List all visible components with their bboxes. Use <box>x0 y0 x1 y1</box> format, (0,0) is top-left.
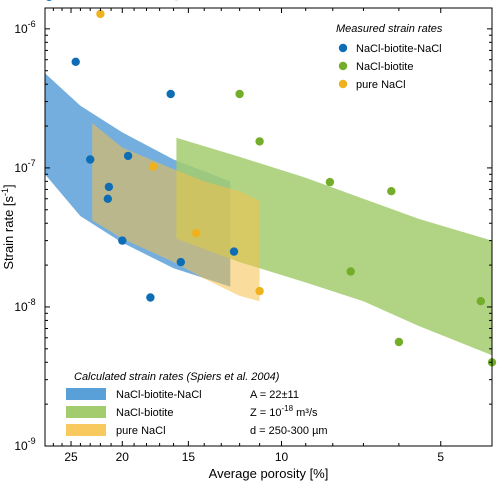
calculated-bands <box>45 73 492 356</box>
measured-legend-marker <box>338 79 348 89</box>
measured-legend: Measured strain rates NaCl-biotite-NaCl Na… <box>336 23 443 91</box>
point-nacl-biotite-nacl <box>146 293 155 302</box>
measured-legend-label: pure NaCl <box>356 79 406 91</box>
calculated-legend-title: Calculated strain rates (Spiers et al. 2… <box>74 371 280 383</box>
measured-legend-label: NaCl-biotite <box>356 61 413 73</box>
point-nacl-biotite-nacl <box>104 182 114 192</box>
measured-points <box>46 0 497 367</box>
point-nacl-biotite <box>255 137 264 146</box>
x-tick-label: 25 <box>64 450 78 464</box>
measured-legend-marker <box>338 61 348 71</box>
point-nacl-biotite <box>387 187 396 196</box>
calculated-legend-label: NaCl-biotite-NaCl <box>116 389 202 401</box>
calculated-legend-swatch <box>66 424 106 436</box>
band-nacl-biotite <box>176 137 492 356</box>
point-nacl-biotite-nacl <box>123 151 133 161</box>
band-pure-nacl <box>92 123 260 302</box>
point-nacl-biotite <box>325 177 335 187</box>
x-tick-label: 5 <box>437 450 444 464</box>
point-nacl-biotite <box>476 297 485 306</box>
calculated-legend-label: NaCl-biotite <box>116 407 173 419</box>
y-tick-label: 10-6 <box>14 19 35 36</box>
point-nacl-biotite-nacl <box>46 0 52 1</box>
model-parameter: Z = 10-18 m³/s <box>250 404 318 419</box>
point-nacl-biotite <box>235 89 244 99</box>
point-nacl-biotite-nacl <box>103 194 113 203</box>
point-nacl-biotite-nacl <box>176 257 185 267</box>
measured-legend-label: NaCl-biotite-NaCl <box>356 43 442 55</box>
point-nacl-biotite-nacl <box>86 155 95 164</box>
point-pure-nacl <box>148 162 158 171</box>
y-tick-label: 10-9 <box>14 436 35 453</box>
y-axis-title: Strain rate [s-1] <box>0 184 16 269</box>
plot-frame <box>44 7 493 447</box>
point-pure-nacl <box>255 286 264 296</box>
measured-legend-title: Measured strain rates <box>336 23 443 35</box>
point-nacl-biotite-nacl <box>118 236 127 245</box>
y-tick-label: 10-8 <box>14 297 35 314</box>
point-nacl-biotite <box>346 267 355 276</box>
x-tick-label: 10 <box>275 450 289 464</box>
point-nacl-biotite-nacl <box>229 247 239 256</box>
x-axis-title: Average porosity [%] <box>209 466 329 481</box>
point-pure-nacl <box>192 228 201 238</box>
calculated-legend-swatch <box>66 406 106 418</box>
calculated-legend-label: pure NaCl <box>116 425 166 437</box>
calculated-legend: Calculated strain rates (Spiers et al. 2… <box>66 371 328 437</box>
point-pure-nacl <box>96 9 105 19</box>
model-parameter: d = 250-300 µm <box>250 425 328 437</box>
point-nacl-biotite-nacl <box>166 89 175 99</box>
measured-legend-marker <box>338 43 348 53</box>
y-tick-label: 10-7 <box>14 158 35 175</box>
calculated-legend-swatch <box>66 388 106 400</box>
model-parameter: A = 22±11 <box>250 389 299 401</box>
x-tick-label: 15 <box>182 450 196 464</box>
point-nacl-biotite <box>394 337 404 347</box>
point-nacl-biotite-nacl <box>71 57 80 66</box>
axis-ticks: 25 20 15 10 5 10-9 10-8 10-7 10-6 <box>14 8 493 464</box>
x-tick-label: 20 <box>116 450 130 464</box>
